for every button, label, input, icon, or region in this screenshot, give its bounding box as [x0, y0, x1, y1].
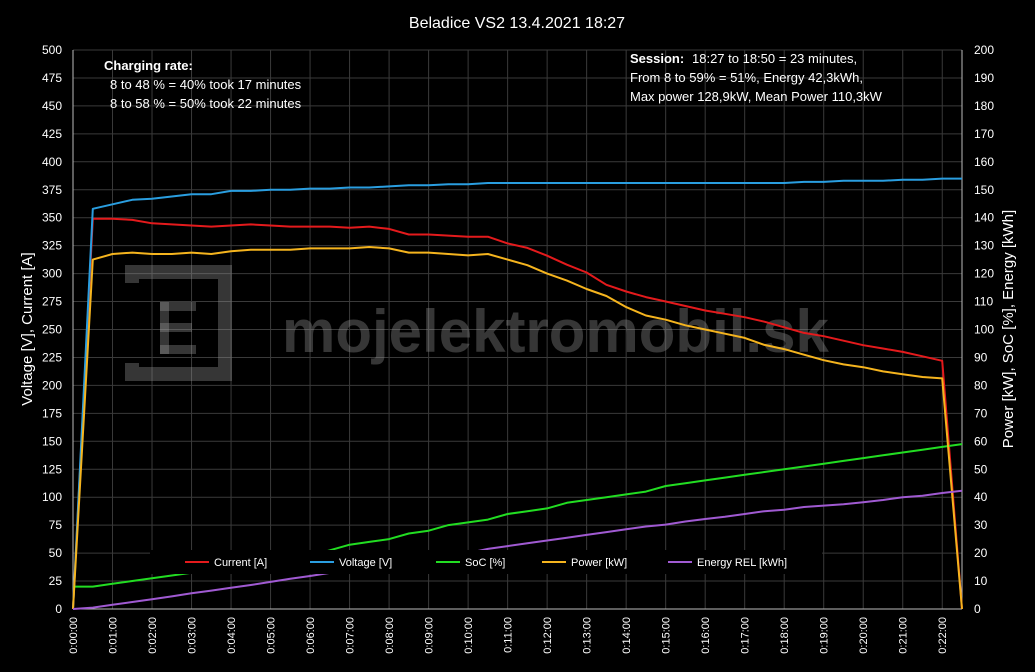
y-left-tick-label: 175: [42, 406, 62, 420]
charging-rate-title: Charging rate:: [104, 58, 193, 73]
y-right-tick-label: 60: [974, 434, 988, 448]
series-line-energy-rel-kwh: [72, 489, 963, 610]
x-tick-label: 0:07:00: [345, 617, 357, 654]
x-tick-label: 0:01:00: [108, 617, 120, 654]
legend-label-voltage-v: Voltage [V]: [339, 557, 392, 569]
session-annotation: Session: 18:27 to 18:50 = 23 minutes, Fr…: [630, 51, 883, 104]
y-right-tick-label: 50: [974, 462, 988, 476]
y-left-tick-label: 275: [42, 295, 62, 309]
y-left-tick-label: 450: [42, 99, 62, 113]
watermark-logo-icon: [125, 265, 232, 381]
legend-label-power-kw: Power [kW]: [571, 557, 627, 569]
y-left-tick-label: 75: [49, 518, 63, 532]
x-tick-label: 0:20:00: [858, 617, 870, 654]
y-left-tick-label: 475: [42, 71, 62, 85]
y-right-tick-label: 150: [974, 183, 994, 197]
y-right-tick-label: 120: [974, 267, 994, 281]
y-left-tick-label: 225: [42, 350, 62, 364]
x-tick-label: 0:12:00: [542, 617, 554, 654]
charging-rate-annotation: Charging rate: 8 to 48 % = 40% took 17 m…: [104, 58, 302, 111]
x-tick-label: 0:03:00: [187, 617, 199, 654]
x-tick-label: 0:04:00: [226, 617, 238, 654]
y-left-tick-label: 400: [42, 155, 62, 169]
x-tick-label: 0:08:00: [384, 617, 396, 654]
y-left-tick-label: 0: [55, 602, 62, 616]
y-axis-left-label: Voltage [V], Current [A]: [19, 252, 36, 405]
watermark-text: mojelektromobil.sk: [282, 298, 829, 365]
series-line-current-a: [72, 217, 963, 610]
y-right-tick-label: 80: [974, 378, 988, 392]
y-right-tick-label: 160: [974, 155, 994, 169]
x-tick-label: 0:13:00: [582, 617, 594, 654]
y-left-tick-label: 50: [49, 546, 63, 560]
legend-label-energy-rel-kwh: Energy REL [kWh]: [697, 557, 787, 569]
y-right-tick-label: 90: [974, 350, 988, 364]
axes: [72, 50, 963, 610]
y-right-tick-labels: 0 10 20 30 40 50 60 70 80 90 100 110 120 130 140 150 160…: [974, 43, 994, 616]
series-line-voltage-v: [72, 177, 962, 610]
chart-title: Beladice VS2 13.4.2021 18:27: [409, 15, 625, 32]
y-left-tick-labels: 0 25 50 75 100 125 150 175 200 225 250 275 300 325 350…: [42, 43, 62, 616]
y-right-tick-label: 30: [974, 518, 988, 532]
x-tick-labels: 0:00:00 0:01:00 0:02:00 0:03:00 0:04:00 0:05:…: [68, 617, 949, 654]
x-tick-label: 0:15:00: [661, 617, 673, 654]
y-right-tick-label: 20: [974, 546, 988, 560]
x-tick-label: 0:06:00: [305, 617, 317, 654]
y-right-tick-label: 180: [974, 99, 994, 113]
watermark: mojelektromobil.sk: [125, 265, 829, 381]
y-right-tick-label: 10: [974, 574, 988, 588]
session-line-1: 18:27 to 18:50 = 23 minutes,: [692, 51, 857, 66]
y-left-tick-label: 375: [42, 183, 62, 197]
charging-rate-line-1: 8 to 48 % = 40% took 17 minutes: [110, 77, 302, 92]
y-right-tick-label: 190: [974, 71, 994, 85]
session-line-3: Max power 128,9kW, Mean Power 110,3kW: [630, 89, 883, 104]
y-right-tick-label: 130: [974, 239, 994, 253]
y-left-tick-label: 25: [49, 574, 63, 588]
y-left-tick-label: 350: [42, 211, 62, 225]
y-right-tick-label: 40: [974, 490, 988, 504]
legend-label-soc: SoC [%]: [465, 557, 505, 569]
y-right-tick-label: 200: [974, 43, 994, 57]
x-tick-label: 0:00:00: [68, 617, 80, 654]
y-left-tick-label: 150: [42, 434, 62, 448]
y-right-tick-label: 140: [974, 211, 994, 225]
x-tick-label: 0:10:00: [463, 617, 475, 654]
y-right-tick-label: 110: [974, 295, 993, 309]
x-tick-label: 0:02:00: [147, 617, 159, 654]
y-left-tick-label: 425: [42, 127, 62, 141]
y-right-tick-label: 0: [974, 602, 981, 616]
x-tick-label: 0:16:00: [700, 617, 712, 654]
x-tick-label: 0:05:00: [266, 617, 278, 654]
x-tick-label: 0:09:00: [424, 617, 436, 654]
y-right-tick-label: 70: [974, 406, 988, 420]
legend: Current [A] Voltage [V] SoC [%] Power [kW] E…: [150, 550, 822, 574]
y-left-tick-label: 250: [42, 323, 62, 337]
series-line-power-kw: [72, 246, 963, 610]
y-left-tick-label: 200: [42, 378, 62, 392]
series-lines: [72, 177, 963, 610]
y-left-tick-label: 325: [42, 239, 62, 253]
y-right-tick-label: 170: [974, 127, 994, 141]
x-tick-label: 0:21:00: [898, 617, 910, 654]
x-tick-label: 0:19:00: [819, 617, 831, 654]
y-axis-right-label: Power [kW], SoC [%], Energy [kWh]: [1000, 210, 1017, 448]
y-right-tick-label: 100: [974, 323, 994, 337]
session-label: Session:: [630, 51, 684, 66]
x-tick-label: 0:18:00: [779, 617, 791, 654]
charging-rate-line-2: 8 to 58 % = 50% took 22 minutes: [110, 96, 302, 111]
x-tick-label: 0:14:00: [621, 617, 633, 654]
x-tick-label: 0:22:00: [937, 617, 949, 654]
y-left-tick-label: 125: [42, 462, 62, 476]
y-left-tick-label: 500: [42, 43, 62, 57]
y-left-tick-label: 100: [42, 490, 62, 504]
x-tick-label: 0:17:00: [740, 617, 752, 654]
y-left-tick-label: 300: [42, 267, 62, 281]
x-tick-label: 0:11:00: [503, 617, 515, 653]
session-line-2: From 8 to 59% = 51%, Energy 42,3kWh,: [630, 70, 863, 85]
legend-label-current-a: Current [A]: [214, 557, 267, 569]
